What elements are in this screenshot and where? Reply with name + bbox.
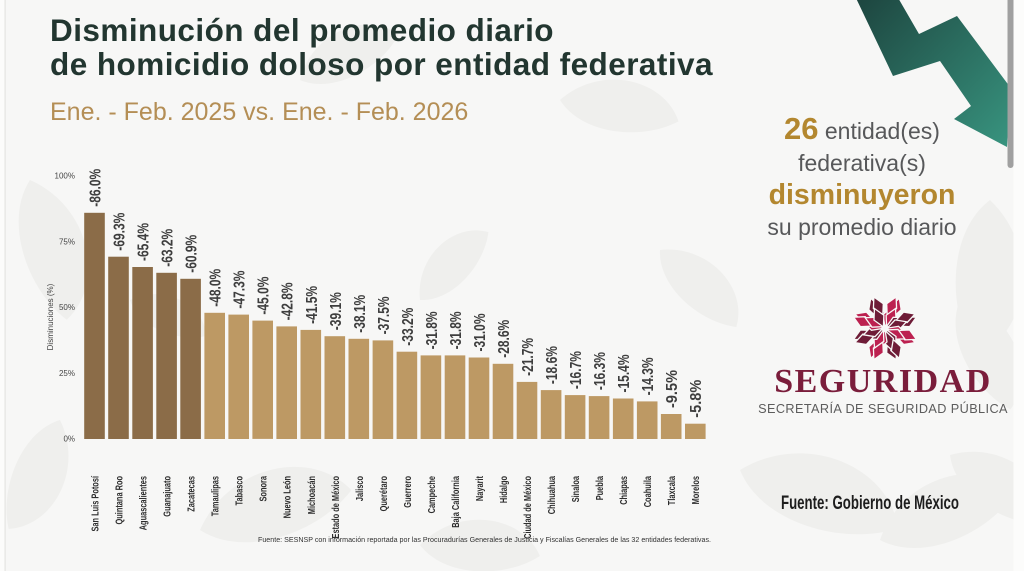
svg-text:Nayarit: Nayarit (474, 476, 486, 501)
svg-text:San Luis Potosí: San Luis Potosí (90, 475, 102, 531)
svg-text:-14.3%: -14.3% (640, 357, 657, 395)
svg-text:-39.1%: -39.1% (328, 292, 345, 330)
svg-text:-47.3%: -47.3% (232, 271, 249, 309)
svg-text:Tamaulipas: Tamaulipas (210, 476, 222, 516)
svg-text:Fuente: Gobierno de México: Fuente: Gobierno de México (781, 492, 959, 514)
svg-text:Sonora: Sonora (258, 476, 270, 502)
svg-text:100%: 100% (55, 172, 75, 181)
svg-text:75%: 75% (59, 238, 75, 247)
svg-text:Fuente: SESNSP con información: Fuente: SESNSP con información reportada… (258, 535, 711, 544)
svg-text:Campeche: Campeche (426, 476, 438, 514)
svg-text:-15.4%: -15.4% (616, 355, 633, 393)
svg-text:-16.3%: -16.3% (592, 352, 609, 390)
svg-text:Ciudad de México: Ciudad de México (522, 476, 534, 539)
svg-text:Sinaloa: Sinaloa (570, 476, 582, 502)
svg-text:25%: 25% (59, 369, 75, 378)
svg-text:-65.4%: -65.4% (136, 223, 153, 261)
svg-text:Quintana Roo: Quintana Roo (114, 476, 126, 525)
svg-text:Aguascalientes: Aguascalientes (138, 476, 150, 530)
svg-text:Nuevo León: Nuevo León (282, 476, 294, 518)
svg-text:-28.6%: -28.6% (496, 320, 513, 358)
svg-text:Baja California: Baja California (450, 476, 462, 528)
svg-text:-45.0%: -45.0% (256, 277, 273, 315)
svg-text:-69.3%: -69.3% (112, 213, 129, 251)
svg-text:-37.5%: -37.5% (376, 296, 393, 334)
svg-text:Chiapas: Chiapas (618, 476, 630, 505)
svg-text:Chihuahua: Chihuahua (546, 476, 558, 514)
svg-text:Querétaro: Querétaro (378, 476, 390, 511)
svg-text:-63.2%: -63.2% (160, 229, 177, 267)
svg-text:Tlaxcala: Tlaxcala (666, 476, 678, 505)
svg-text:-33.2%: -33.2% (400, 308, 417, 346)
svg-text:-31.8%: -31.8% (448, 311, 465, 349)
svg-text:-41.5%: -41.5% (304, 286, 321, 324)
svg-text:Jalisco: Jalisco (354, 476, 366, 501)
svg-text:Puebla: Puebla (594, 476, 606, 500)
svg-text:Tabasco: Tabasco (234, 476, 246, 506)
svg-text:-18.6%: -18.6% (544, 346, 561, 384)
svg-text:Morelos: Morelos (690, 476, 702, 505)
svg-text:Estado de México: Estado de México (330, 476, 342, 539)
svg-text:-16.7%: -16.7% (568, 351, 585, 389)
svg-text:Guerrero: Guerrero (402, 476, 414, 508)
svg-text:-86.0%: -86.0% (88, 169, 105, 207)
svg-text:-38.1%: -38.1% (352, 295, 369, 333)
svg-text:-48.0%: -48.0% (208, 269, 225, 307)
svg-text:-42.8%: -42.8% (280, 282, 297, 320)
svg-text:Michoacán: Michoacán (306, 476, 318, 514)
svg-text:0%: 0% (63, 435, 75, 444)
svg-text:Hidalgo: Hidalgo (498, 476, 510, 503)
svg-text:Zacatecas: Zacatecas (186, 476, 198, 512)
svg-text:Disminuciones (%): Disminuciones (%) (46, 283, 55, 350)
svg-text:-60.9%: -60.9% (184, 235, 201, 273)
svg-text:-9.5%: -9.5% (664, 370, 681, 408)
svg-text:Guanajuato: Guanajuato (162, 476, 174, 517)
svg-text:50%: 50% (59, 303, 75, 312)
svg-text:-5.8%: -5.8% (688, 380, 705, 418)
svg-text:-21.7%: -21.7% (520, 338, 537, 376)
svg-text:Coahuila: Coahuila (642, 476, 654, 507)
svg-text:-31.8%: -31.8% (424, 311, 441, 349)
svg-text:-31.0%: -31.0% (472, 314, 489, 352)
